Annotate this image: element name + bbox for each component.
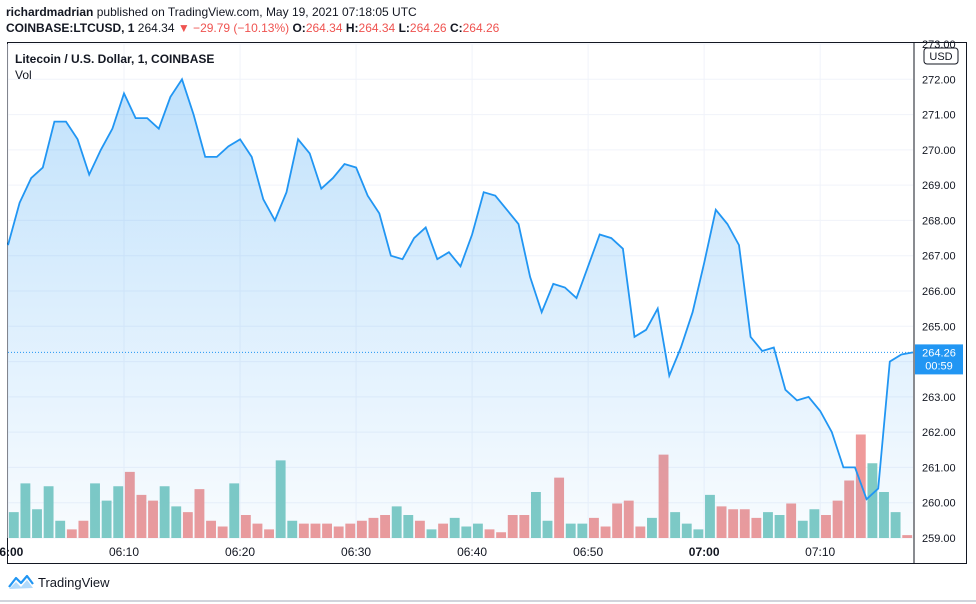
y-tick-label: 266.00	[922, 286, 956, 298]
last-price-tag: 264.26 00:59	[915, 344, 963, 375]
low-value: 264.26	[409, 21, 447, 35]
y-tick-label: 262.00	[922, 427, 956, 439]
price-area-fill	[8, 79, 913, 539]
open-label: O:	[292, 21, 306, 35]
y-tick-label: 272.00	[922, 74, 956, 86]
y-tick-label: 259.00	[922, 533, 956, 545]
high-label: H:	[345, 21, 359, 35]
last-price: 264.34	[137, 21, 175, 35]
publish-header: richardmadrian published on TradingView.…	[6, 4, 417, 20]
x-tick-label: 06:30	[341, 545, 371, 559]
y-tick-label: 263.00	[922, 392, 956, 404]
price-change: ▼ −29.79 (−10.13%)	[177, 21, 290, 35]
tradingview-logo-icon	[8, 574, 34, 589]
y-tick-label: 271.00	[922, 110, 956, 122]
time-axis[interactable]: 06:00 06:10 06:20 06:30 06:40 06:50 07:00 07:10	[0, 545, 836, 559]
close-value: 264.26	[462, 21, 500, 35]
price-axis[interactable]: 259.00260.00261.00262.00263.00264.00265.…	[922, 39, 956, 545]
x-tick-label: 07:00	[689, 545, 720, 559]
y-tick-label: 260.00	[922, 498, 956, 510]
bar-countdown: 00:59	[925, 360, 953, 372]
volume-legend-label: Vol	[15, 68, 32, 82]
x-tick-label: 06:00	[0, 545, 24, 559]
ohlc-bar: COINBASE:LTCUSD, 1 264.34 ▼ −29.79 (−10.…	[6, 20, 499, 36]
close-label: C:	[449, 21, 463, 35]
bottom-rule	[0, 600, 976, 602]
x-tick-label: 06:10	[109, 545, 139, 559]
x-tick-label: 06:20	[225, 545, 255, 559]
y-tick-label: 261.00	[922, 462, 956, 474]
x-tick-label: 06:50	[573, 545, 603, 559]
publish-info: published on TradingView.com, May 19, 20…	[96, 5, 417, 19]
brand-label: TradingView	[38, 574, 110, 590]
open-value: 264.34	[305, 21, 343, 35]
x-tick-label: 07:10	[805, 545, 835, 559]
y-tick-label: 267.00	[922, 251, 956, 263]
tradingview-brand[interactable]: TradingView	[8, 574, 110, 590]
low-label: L:	[398, 21, 410, 35]
author-name[interactable]: richardmadrian	[6, 5, 94, 19]
currency-label: USD	[929, 51, 952, 63]
currency-button[interactable]: USD	[923, 47, 959, 65]
y-tick-label: 269.00	[922, 180, 956, 192]
high-value: 264.34	[358, 21, 396, 35]
price-line	[7, 77, 914, 501]
symbol-label: COINBASE:LTCUSD, 1	[6, 21, 135, 35]
chart-title: Litecoin / U.S. Dollar, 1, COINBASE	[15, 52, 214, 66]
y-tick-label: 270.00	[922, 145, 956, 157]
y-tick-label: 268.00	[922, 215, 956, 227]
x-tick-label: 06:40	[457, 545, 487, 559]
last-price-label: 264.26	[922, 347, 956, 359]
y-tick-label: 265.00	[922, 321, 956, 333]
